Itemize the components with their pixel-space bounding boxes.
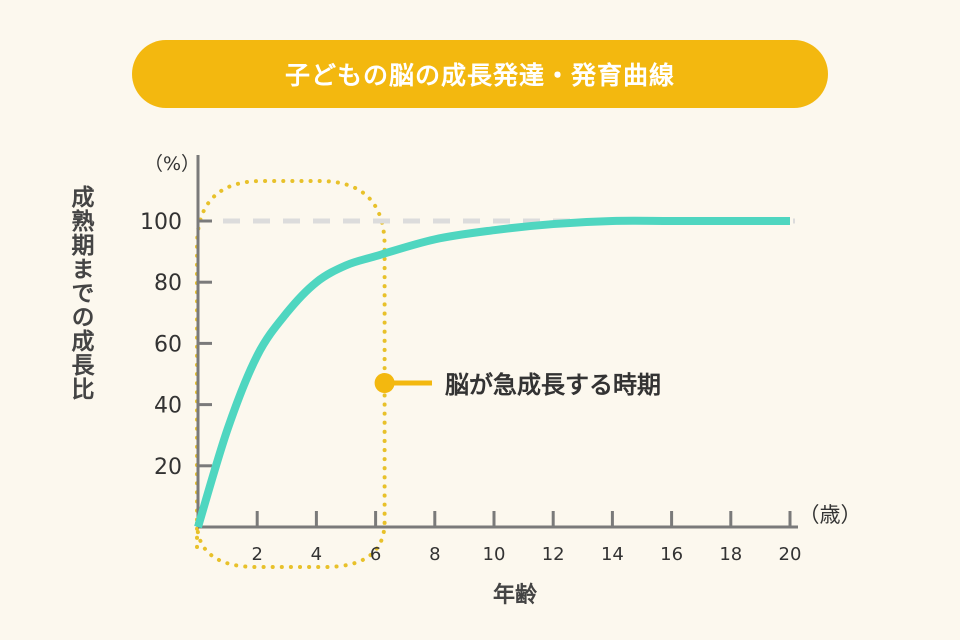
x-tick-label: 14 bbox=[601, 544, 624, 565]
x-tick-label: 20 bbox=[779, 544, 802, 565]
x-tick-label: 18 bbox=[719, 544, 742, 565]
chart-title: 子どもの脳の成長発達・発育曲線 bbox=[132, 40, 828, 108]
annotation-region bbox=[195, 179, 387, 569]
y-unit-label: （%） bbox=[144, 153, 200, 175]
x-unit-label: （歳） bbox=[799, 503, 862, 527]
x-tick-label: 4 bbox=[311, 544, 322, 565]
y-tick-label: 100 bbox=[140, 210, 182, 235]
y-tick-label: 80 bbox=[154, 271, 182, 296]
series-line bbox=[194, 216, 790, 529]
x-tick-label: 10 bbox=[483, 544, 506, 565]
y-tick-label: 20 bbox=[154, 455, 182, 480]
annotation-dot bbox=[374, 373, 395, 393]
x-tick-label: 2 bbox=[251, 544, 262, 565]
x-tick-label: 6 bbox=[370, 544, 381, 565]
x-tick-label: 16 bbox=[660, 544, 683, 565]
x-axis-label: 年齢 bbox=[493, 582, 538, 608]
y-tick-label: 60 bbox=[154, 332, 182, 357]
x-tick-label: 8 bbox=[429, 544, 440, 565]
y-axis-label: 成熟期までの成長比 bbox=[67, 185, 93, 401]
y-tick-label: 40 bbox=[154, 394, 182, 419]
annotation-label: 脳が急成長する時期 bbox=[445, 371, 661, 399]
x-tick-label: 12 bbox=[542, 544, 565, 565]
